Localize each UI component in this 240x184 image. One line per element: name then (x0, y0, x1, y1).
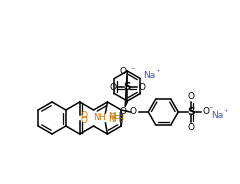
Text: O: O (138, 82, 145, 91)
Text: O: O (188, 92, 195, 101)
Text: Na: Na (211, 111, 223, 119)
Text: Na: Na (143, 70, 156, 79)
Text: NH₂: NH₂ (108, 115, 124, 124)
Text: ⁻: ⁻ (130, 65, 135, 74)
Text: O: O (81, 116, 88, 125)
Text: 2: 2 (111, 113, 116, 119)
Text: O: O (130, 107, 137, 116)
Text: O: O (202, 107, 209, 116)
Text: ⁺: ⁺ (155, 68, 160, 77)
Text: ⁺: ⁺ (223, 107, 228, 116)
Text: O: O (119, 67, 126, 76)
Text: S: S (187, 107, 195, 117)
Text: S: S (124, 82, 131, 92)
Text: O: O (81, 111, 88, 120)
Text: NH₂: NH₂ (108, 112, 124, 121)
Text: O: O (188, 123, 195, 132)
Text: ⁻: ⁻ (208, 105, 213, 114)
Text: NH: NH (93, 113, 105, 122)
Text: O: O (120, 107, 127, 116)
Text: O: O (109, 82, 116, 91)
